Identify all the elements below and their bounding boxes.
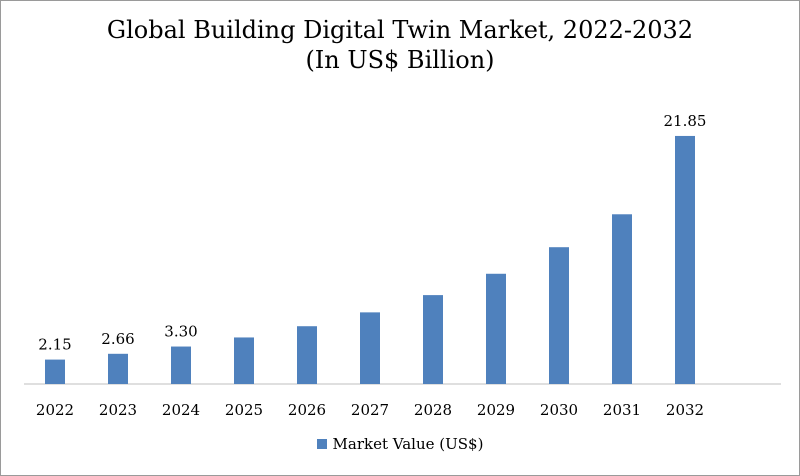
legend-swatch [316, 439, 327, 449]
data-label-2024: 3.30 [164, 323, 197, 341]
x-tick-label-2023: 2023 [99, 401, 137, 419]
bar-2022 [45, 359, 65, 384]
bar-2027 [360, 312, 380, 384]
bar-2029 [486, 273, 506, 384]
bar-2024 [171, 346, 191, 384]
data-label-2032: 21.85 [664, 112, 707, 130]
bar-2030 [549, 247, 569, 384]
data-label-2023: 2.66 [101, 330, 134, 348]
x-tick-label-2022: 2022 [36, 401, 74, 419]
bar-2028 [423, 295, 443, 384]
bar-2031 [612, 214, 632, 384]
x-tick-label-2026: 2026 [288, 401, 326, 419]
x-tick-label-2029: 2029 [477, 401, 515, 419]
x-tick-label-2030: 2030 [540, 401, 578, 419]
bar-2023 [108, 353, 128, 384]
x-tick-label-2027: 2027 [351, 401, 389, 419]
x-tick-label-2032: 2032 [666, 401, 704, 419]
legend: Market Value (US$) [1, 435, 799, 453]
x-tick-label-2028: 2028 [414, 401, 452, 419]
bar-2032 [675, 135, 695, 384]
chart-title-block: Global Building Digital Twin Market, 202… [1, 15, 799, 75]
chart-title: Global Building Digital Twin Market, 202… [106, 16, 694, 44]
bar-2026 [297, 326, 317, 384]
x-tick-label-2031: 2031 [603, 401, 641, 419]
data-label-2022: 2.15 [38, 336, 71, 354]
bar-2025 [234, 337, 254, 384]
chart-subtitle: (In US$ Billion) [305, 46, 495, 74]
x-tick-label-2024: 2024 [162, 401, 200, 419]
legend-label: Market Value (US$) [332, 435, 484, 453]
x-tick-label-2025: 2025 [225, 401, 263, 419]
